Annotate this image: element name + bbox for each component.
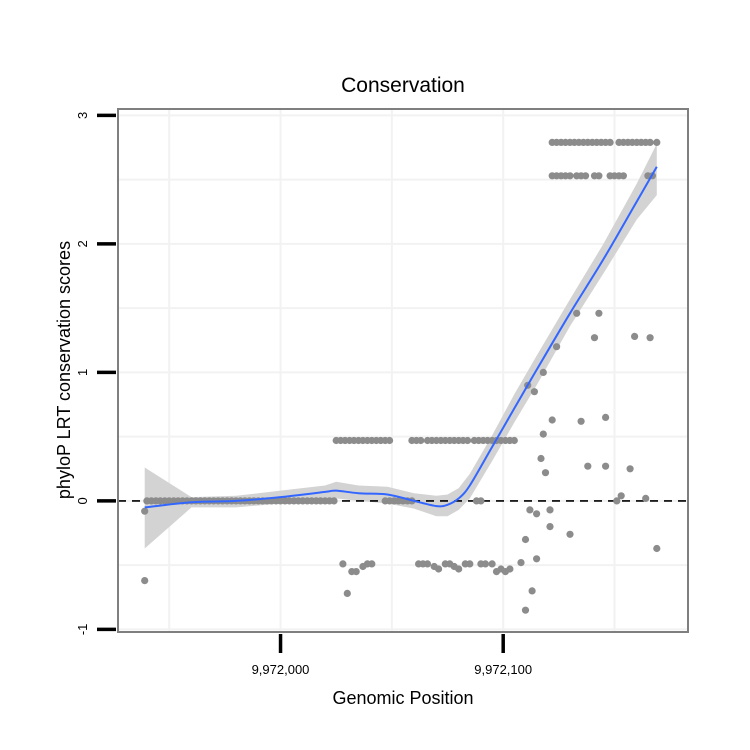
data-point xyxy=(584,462,592,470)
data-point xyxy=(646,334,654,342)
data-point xyxy=(619,172,628,180)
panel-border xyxy=(117,108,689,633)
x-tick-label: 9,972,100 xyxy=(474,662,532,677)
data-point xyxy=(573,309,581,317)
data-point xyxy=(602,462,610,470)
data-point xyxy=(653,138,661,146)
data-point xyxy=(510,436,518,445)
data-point xyxy=(653,544,661,553)
data-point xyxy=(566,172,574,180)
data-point xyxy=(477,497,485,505)
y-tick-label: 3 xyxy=(75,112,90,119)
grid-lines xyxy=(118,109,688,632)
data-point xyxy=(541,469,550,477)
data-point xyxy=(343,589,351,598)
data-point xyxy=(339,560,347,568)
x-tick-label: 9,972,000 xyxy=(252,662,310,677)
data-point xyxy=(533,510,541,518)
x-axis-title: Genomic Position xyxy=(332,688,473,708)
data-point xyxy=(455,565,463,573)
data-point xyxy=(546,506,554,514)
data-point xyxy=(521,606,530,614)
y-tick-label: 0 xyxy=(75,497,90,504)
data-point xyxy=(631,332,639,340)
data-point xyxy=(481,560,489,568)
data-point xyxy=(466,560,474,568)
data-point xyxy=(642,494,650,502)
y-tick-label: 2 xyxy=(75,240,90,247)
data-point xyxy=(582,172,590,180)
x-axis: 9,972,000 9,972,100 xyxy=(252,634,532,677)
data-point xyxy=(626,465,634,473)
data-point xyxy=(546,523,554,531)
data-point xyxy=(417,436,425,445)
data-point xyxy=(521,535,530,544)
data-point xyxy=(141,507,149,515)
data-point xyxy=(595,172,603,180)
data-point xyxy=(553,343,561,351)
data-point xyxy=(423,560,432,568)
data-point xyxy=(526,506,534,514)
data-point xyxy=(537,454,545,463)
data-point xyxy=(539,430,547,438)
y-axis: -1 0 1 2 3 xyxy=(75,112,116,635)
data-point xyxy=(352,568,360,576)
data-point xyxy=(617,492,625,500)
y-tick-label: 1 xyxy=(75,369,90,376)
data-point xyxy=(368,560,376,568)
data-point xyxy=(530,388,539,396)
data-point xyxy=(517,559,525,567)
data-point xyxy=(577,417,585,425)
data-point xyxy=(613,497,621,505)
data-point xyxy=(488,560,496,568)
data-point xyxy=(602,413,610,421)
data-point xyxy=(386,436,394,445)
data-point xyxy=(528,587,536,595)
data-point xyxy=(533,555,541,563)
data-point xyxy=(595,309,603,317)
data-point xyxy=(646,138,654,146)
data-point xyxy=(330,497,338,505)
data-point xyxy=(539,368,547,376)
data-point xyxy=(141,577,149,585)
smooth-curve xyxy=(144,166,658,509)
data-point xyxy=(435,565,443,573)
data-point xyxy=(590,334,599,342)
y-tick-label: -1 xyxy=(75,624,90,636)
y-axis-title: phyloP LRT conservation scores xyxy=(54,241,74,499)
data-point xyxy=(606,138,614,146)
data-point xyxy=(566,530,574,538)
chart-title: Conservation xyxy=(341,74,465,97)
data-point xyxy=(506,565,514,573)
data-points xyxy=(141,138,661,614)
data-point xyxy=(548,416,556,424)
confidence-band xyxy=(144,143,657,549)
data-point xyxy=(464,436,472,445)
